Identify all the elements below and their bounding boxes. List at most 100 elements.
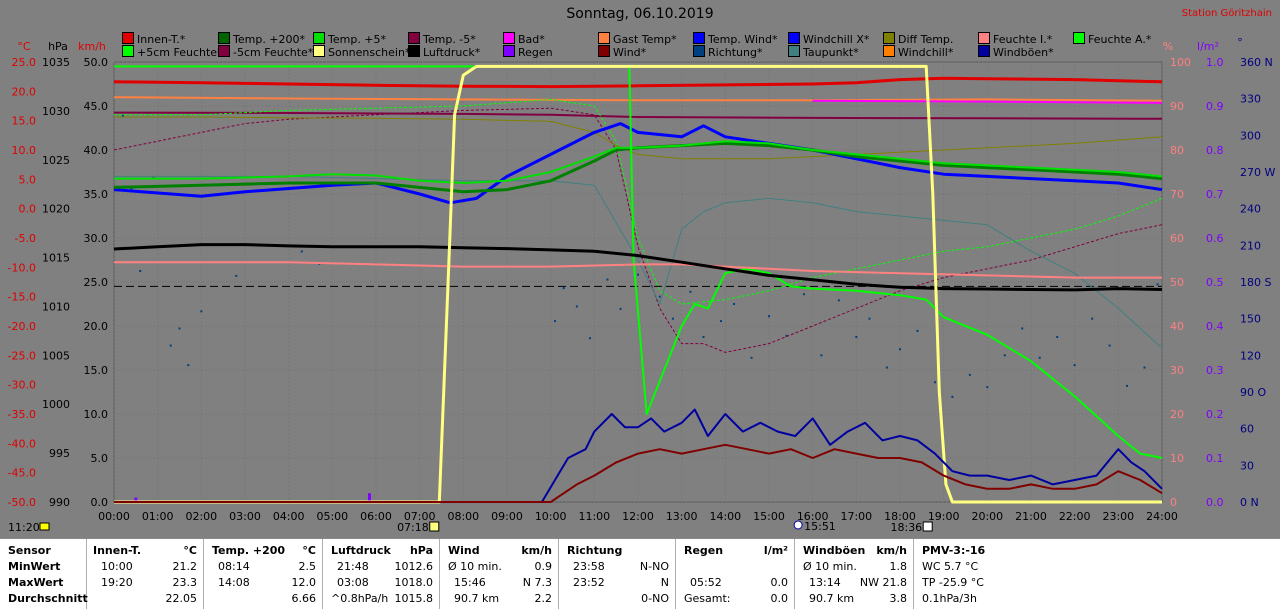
legend-label: Diff Temp.	[898, 33, 954, 46]
x-tick-label: 22:00	[1059, 510, 1091, 523]
x-tick-label: 02:00	[185, 510, 217, 523]
direction-tick-label: 90 O	[1240, 386, 1266, 399]
direction-tick-label: 210	[1240, 239, 1261, 252]
windboeen-max-time: 13:14	[809, 576, 841, 589]
direction-tick-label: 180 S	[1240, 276, 1271, 289]
richtung-point	[178, 327, 181, 330]
direction-tick-label: 300	[1240, 129, 1261, 142]
richtung-point	[200, 310, 203, 313]
x-tick-label: 07:00	[404, 510, 436, 523]
legend: Innen-T.* Temp. +200* Temp. +5* Temp. -5* Ba…	[0, 0, 1280, 60]
legend-label: Gast Temp*	[613, 33, 677, 46]
rain-tick-label: 0.8	[1206, 144, 1224, 157]
richtung-point	[1143, 366, 1146, 369]
series-line	[114, 408, 1163, 503]
x-tick-label: 05:00	[316, 510, 348, 523]
luftdruck-max-time: 03:08	[337, 576, 369, 589]
temp-axis-unit: °C	[17, 40, 31, 53]
pmv-pressure-trend: 0.1hPa/3h	[922, 592, 978, 605]
legend-label: Feuchte A.*	[1088, 33, 1152, 46]
legend-item: Temp. Wind*	[693, 32, 777, 46]
legend-swatch	[788, 32, 800, 44]
richtung-point	[785, 334, 788, 337]
x-tick-label: 06:00	[360, 510, 392, 523]
x-tick-label: 15:00	[753, 510, 785, 523]
innen-unit: °C	[183, 544, 197, 557]
percent-tick-label: 50	[1170, 276, 1184, 289]
temp-tick-label: -10.0	[8, 261, 36, 274]
pressure-tick-label: 1005	[42, 349, 70, 362]
legend-label: Luftdruck*	[423, 46, 481, 59]
legend-label: Temp. -5*	[423, 33, 476, 46]
legend-item: -5cm Feuchte*	[218, 45, 313, 59]
x-tick-label: 19:00	[928, 510, 960, 523]
rain-axis-unit: l/m²	[1197, 40, 1219, 53]
richtung-point	[702, 336, 705, 338]
legend-label: Wind*	[613, 46, 647, 59]
richtung-point	[554, 320, 557, 323]
legend-label: Richtung*	[708, 46, 763, 59]
rain-tick-label: 0.1	[1206, 452, 1224, 465]
innen-max: 23.3	[172, 576, 198, 589]
richtung-point	[588, 337, 591, 340]
pressure-tick-label: 995	[49, 447, 70, 460]
legend-item: Diff Temp.	[883, 32, 953, 46]
wind-tick-label: 40.0	[84, 144, 109, 157]
legend-item: Temp. +200*	[218, 32, 305, 46]
temp200-unit: °C	[302, 544, 316, 557]
x-tick-label: 09:00	[491, 510, 523, 523]
richtung-point	[689, 290, 692, 293]
regen-unit: l/m²	[763, 544, 788, 557]
x-tick-label: 01:00	[142, 510, 174, 523]
series-line	[113, 76, 1163, 89]
wind-tick-label: 5.0	[91, 452, 109, 465]
stats-innen: Innen-T. °C 10:00 21.2 19:20 23.3 22.05	[87, 539, 204, 609]
luftdruck-min: 1012.6	[394, 560, 434, 573]
series-line	[812, 99, 1163, 104]
legend-item: +5cm Feuchte*	[122, 45, 223, 59]
legend-swatch	[503, 32, 515, 44]
temp-tick-label: -5.0	[15, 232, 36, 245]
station-name: Station Göritzhain	[1181, 8, 1272, 19]
series-line	[114, 64, 1162, 504]
richtung-point	[1126, 384, 1129, 387]
richtung-value-2: N	[660, 576, 669, 589]
pressure-tick-label: 1030	[42, 105, 70, 118]
legend-label: Windchill X*	[803, 33, 870, 46]
series-line	[113, 111, 1163, 120]
richtung-point	[916, 329, 919, 332]
legend-item: Windchill*	[883, 45, 953, 59]
legend-item: Temp. +5*	[313, 32, 386, 46]
x-tick-label: 10:00	[535, 510, 567, 523]
legend-label: Temp. +5*	[328, 33, 387, 46]
rain-tick-label: 0.7	[1206, 188, 1224, 201]
richtung-point	[1021, 327, 1024, 330]
chart-title: Sonntag, 06.10.2019	[566, 6, 714, 22]
richtung-point	[658, 295, 661, 298]
x-tick-label: 21:00	[1015, 510, 1047, 523]
richtung-point	[837, 299, 840, 302]
x-tick-label: 12:00	[622, 510, 654, 523]
legend-swatch	[122, 45, 134, 57]
richtung-point	[855, 336, 858, 338]
richtung-point	[933, 381, 936, 384]
pmv-title: PMV-3:-16	[922, 544, 986, 557]
richtung-point	[575, 305, 578, 308]
direction-tick-label: 330	[1240, 93, 1261, 106]
percent-tick-label: 80	[1170, 144, 1184, 157]
direction-tick-label: 30	[1240, 459, 1254, 472]
day-length-icon	[39, 522, 50, 531]
richtung-point	[300, 250, 303, 253]
x-tick-label: 11:00	[578, 510, 610, 523]
chart: 00:00 01:00 02:00 03:00 04:00 05:00 06:00 07:00…	[8, 36, 1276, 534]
temp-tick-label: -50.0	[8, 496, 36, 509]
row-label-avg: Durchschnitt	[8, 592, 88, 605]
temp-tick-label: 15.0	[12, 115, 37, 128]
row-label-sensor: Sensor	[8, 544, 51, 557]
legend-item: Taupunkt*	[788, 45, 859, 59]
sunrise-label: 07:18	[397, 521, 429, 534]
windboeen-unit: km/h	[876, 544, 907, 557]
direction-tick-label: 120	[1240, 349, 1261, 362]
legend-label: Bad*	[518, 33, 545, 46]
temp-tick-label: -30.0	[8, 379, 36, 392]
